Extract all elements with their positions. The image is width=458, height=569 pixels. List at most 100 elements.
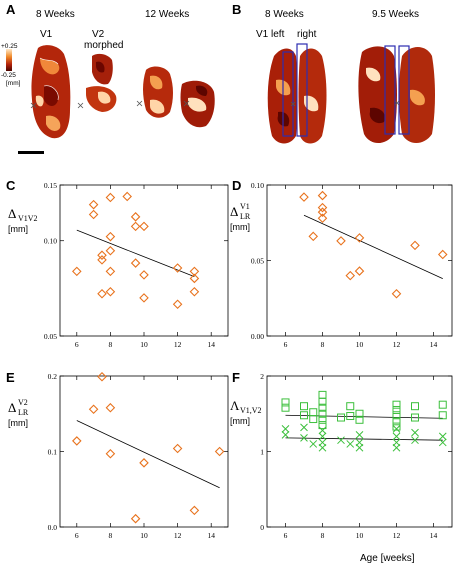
chart-c-point-diamond: [139, 293, 149, 303]
chart-e-point-diamond: [214, 446, 225, 457]
chart-c-point-diamond: [97, 250, 107, 260]
chart-d-ytick-label: 0.00: [251, 332, 264, 341]
panel-label-a: A: [6, 2, 16, 17]
chart-e-point-diamond: [172, 443, 183, 454]
chart-d-point-diamond: [354, 233, 365, 243]
chart-f-xtick-label: 8: [321, 531, 325, 540]
chart-c-xtick-label: 8: [109, 340, 113, 349]
chart-f-point-square: [337, 413, 345, 422]
chart-d-point-diamond: [317, 207, 328, 217]
chart-f-point-x: [355, 443, 364, 452]
chart-f-point-square: [392, 422, 401, 431]
chart-c-point-diamond: [130, 221, 141, 232]
chart-f-point-x: [318, 443, 327, 452]
chart-e-ytick-label: 0.2: [48, 372, 58, 381]
chart-f-xtick-label: 10: [356, 531, 364, 540]
chart-f-point-square: [346, 402, 355, 411]
panel-a-label-v1: V1: [40, 29, 53, 40]
chart-c-point-diamond: [105, 286, 116, 297]
panel-a-map-v2-8w: [86, 53, 117, 112]
roi-right-8w: [296, 43, 308, 137]
chart-f-point-square: [318, 421, 327, 430]
chart-f-point-x: [411, 436, 419, 445]
chart-c: 6 8 10 12 14 0.05 0.10 0.15 Δ V1V2[mm]: [8, 181, 229, 349]
colorbar: [6, 49, 12, 71]
chart-f-point-x: [438, 432, 447, 441]
chart-d-ytick-label: 0.10: [251, 181, 264, 190]
chart-c-point-diamond: [105, 192, 116, 203]
chart-e-xtick-label: 10: [140, 531, 148, 540]
chart-d-ylabel-sub: LR: [240, 212, 251, 221]
chart-f-xtick-label: 6: [284, 531, 288, 540]
chart-f-point-x: [281, 424, 290, 433]
chart-f-point-x: [309, 440, 318, 448]
chart-c-point-diamond: [105, 266, 116, 277]
chart-c-point-diamond: [139, 270, 149, 280]
chart-e-frame: [59, 375, 229, 528]
chart-d-ytick-label: 0.05: [251, 257, 264, 266]
x-axis-label: Age [weeks]: [360, 553, 415, 564]
chart-d-point-diamond: [317, 190, 328, 201]
chart-f-point-x: [392, 443, 401, 452]
chart-c-ytick-label: 0.05: [44, 332, 57, 341]
chart-e-point-diamond: [130, 513, 141, 524]
chart-f-point-square: [309, 408, 318, 417]
chart-f-point-square: [411, 402, 419, 411]
chart-e-fit-line: [76, 420, 220, 489]
chart-f-xtick-label: 12: [393, 531, 401, 540]
chart-d-xtick-label: 10: [356, 340, 364, 349]
chart-f-point-x: [337, 436, 345, 445]
panel-b-label-right: right: [297, 29, 317, 40]
chart-c-xtick-label: 6: [75, 340, 79, 349]
panel-b-header-8-weeks: 8 Weeks: [265, 9, 304, 20]
chart-c-xtick-label: 12: [174, 340, 182, 349]
chart-d-xtick-label: 6: [284, 340, 288, 349]
panel-b-map-9-5w: [358, 45, 435, 143]
chart-e-xtick-label: 14: [207, 531, 215, 540]
colorbar-unit: [mm]: [6, 80, 21, 87]
chart-e-point-diamond: [88, 404, 99, 414]
chart-f-point-square: [392, 400, 401, 409]
chart-d-xtick-label: 8: [321, 340, 325, 349]
chart-e-point-diamond: [97, 371, 107, 382]
chart-f-point-square: [346, 412, 355, 421]
chart-c-ylabel-unit: [mm]: [8, 224, 28, 234]
chart-f-frame: [266, 375, 453, 528]
chart-f-point-square: [318, 390, 327, 399]
chart-d-point-diamond: [317, 213, 328, 223]
chart-d-point-diamond: [391, 288, 402, 299]
chart-f-point-x: [392, 432, 401, 441]
chart-c-point-diamond: [172, 299, 183, 310]
roi-right-9-5w: [398, 45, 410, 135]
chart-f-point-x: [318, 426, 327, 435]
chart-f-ytick-label: 1: [260, 448, 264, 457]
chart-c-point-diamond: [130, 258, 141, 268]
chart-c-xtick-label: 14: [207, 340, 215, 349]
panel-label-f: F: [232, 370, 240, 385]
panel-a-map-v1-12w: [143, 66, 173, 118]
chart-e-xtick-label: 12: [174, 531, 182, 540]
chart-f-point-square: [318, 403, 327, 412]
panel-a-header-12-weeks: 12 Weeks: [145, 9, 189, 20]
chart-f-fit-line: [285, 414, 443, 419]
chart-f-point-x: [281, 431, 290, 439]
chart-d-ylabel-sup: V1: [240, 202, 250, 211]
chart-f-ytick-label: 2: [260, 372, 264, 381]
chart-d-point-diamond: [437, 249, 448, 260]
chart-c-point-diamond: [105, 245, 116, 256]
chart-f-point-square: [392, 405, 401, 414]
chart-e-ylabel-unit: [mm]: [8, 418, 28, 428]
chart-d-fit-line: [303, 214, 443, 279]
chart-d-point-diamond: [410, 240, 420, 251]
chart-f-point-square: [355, 409, 364, 418]
chart-c-point-diamond: [189, 273, 200, 284]
panel-label-e: E: [6, 370, 15, 385]
chart-f-point-square: [392, 417, 401, 426]
chart-f-point-square: [318, 415, 327, 424]
chart-d-point-diamond: [336, 236, 346, 246]
chart-f-point-square: [300, 402, 308, 411]
chart-d-point-diamond: [354, 266, 365, 276]
chart-f-ylabel-unit: [mm]: [230, 416, 250, 426]
